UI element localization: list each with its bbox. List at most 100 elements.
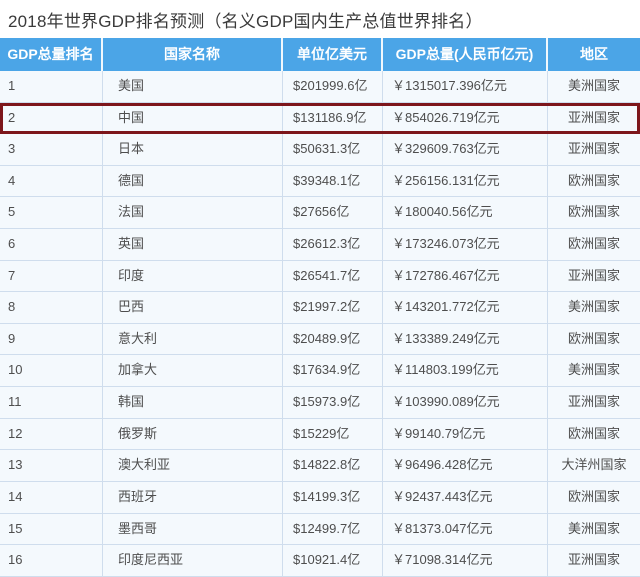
rmb-cell: ￥256156.131亿元 — [383, 165, 548, 197]
country-cell: 意大利 — [103, 323, 283, 355]
country-cell: 澳大利亚 — [103, 450, 283, 481]
table-row: 13 澳大利亚 $14822.8亿 ￥96496.428亿元 大洋州国家 — [0, 450, 640, 482]
usd-cell: $201999.6亿 — [283, 71, 383, 102]
usd-cell: $15229亿 — [283, 418, 383, 450]
rank-cell: 16 — [0, 545, 103, 576]
rmb-cell: ￥99140.79亿元 — [383, 418, 548, 450]
region-cell: 亚洲国家 — [567, 109, 620, 125]
rmb-cell: ￥103990.089亿元 — [383, 387, 548, 418]
rmb-cell: ￥180040.56亿元 — [383, 197, 548, 229]
table-row: 12 俄罗斯 $15229亿 ￥99140.79亿元 欧洲国家 — [0, 418, 640, 451]
usd-cell: $17634.9亿 — [283, 355, 383, 387]
country-cell: 巴西 — [103, 292, 283, 323]
table-row: 14 西班牙 $14199.3亿 ￥92437.443亿元 欧洲国家 — [0, 481, 640, 514]
rank-cell: 5 — [0, 197, 103, 229]
usd-cell: $27656亿 — [283, 197, 383, 229]
country-cell: 加拿大 — [103, 355, 283, 387]
table-row: 5 法国 $27656亿 ￥180040.56亿元 欧洲国家 — [0, 197, 640, 230]
region-cell: 亚洲国家 — [567, 267, 620, 283]
table-row: 8 巴西 $21997.2亿 ￥143201.772亿元 美洲国家 — [0, 292, 640, 324]
usd-cell: $12499.7亿 — [283, 513, 383, 545]
usd-cell: $26612.3亿 — [283, 229, 383, 260]
rank-cell: 10 — [0, 355, 103, 387]
table-header-row: GDP总量排名 国家名称 单位亿美元 GDP总量(人民币亿元) 地区 — [0, 38, 640, 71]
rmb-cell: ￥114803.199亿元 — [383, 355, 548, 387]
region-cell: 美洲国家 — [567, 520, 620, 536]
region-cell: 欧洲国家 — [567, 172, 620, 188]
header-cell-rmb: GDP总量(人民币亿元) — [383, 38, 548, 71]
region-cell: 亚洲国家 — [567, 394, 620, 410]
rank-cell: 1 — [0, 71, 103, 102]
region-cell: 亚洲国家 — [567, 552, 620, 568]
table-row: 2 中国 $131186.9亿 ￥854026.719亿元 亚洲国家 — [0, 102, 640, 135]
country-cell: 墨西哥 — [103, 513, 283, 545]
region-cell: 欧洲国家 — [567, 236, 620, 252]
rank-cell: 2 — [0, 102, 103, 134]
usd-cell: $14822.8亿 — [283, 450, 383, 481]
table-row: 10 加拿大 $17634.9亿 ￥114803.199亿元 美洲国家 — [0, 355, 640, 388]
header-cell-usd: 单位亿美元 — [283, 38, 383, 71]
page-title: 2018年世界GDP排名预测（名义GDP国内生产总值世界排名） — [8, 12, 483, 31]
rank-cell: 6 — [0, 229, 103, 260]
usd-cell: $21997.2亿 — [283, 292, 383, 323]
region-cell: 美洲国家 — [567, 299, 620, 315]
country-cell: 中国 — [103, 102, 283, 134]
rmb-cell: ￥1315017.396亿元 — [383, 71, 548, 102]
region-cell: 欧洲国家 — [567, 425, 620, 441]
rmb-cell: ￥96496.428亿元 — [383, 450, 548, 481]
country-cell: 印度尼西亚 — [103, 545, 283, 576]
header-cell-country: 国家名称 — [103, 38, 283, 71]
table-row: 3 日本 $50631.3亿 ￥329609.763亿元 亚洲国家 — [0, 134, 640, 166]
usd-cell: $39348.1亿 — [283, 165, 383, 197]
table-row: 16 印度尼西亚 $10921.4亿 ￥71098.314亿元 亚洲国家 — [0, 545, 640, 577]
table-row: 7 印度 $26541.7亿 ￥172786.467亿元 亚洲国家 — [0, 260, 640, 293]
header-cell-region: 地区 — [580, 46, 608, 62]
rank-cell: 3 — [0, 134, 103, 165]
header-cell-rank: GDP总量排名 — [0, 38, 103, 71]
rank-cell: 7 — [0, 260, 103, 292]
rmb-cell: ￥133389.249亿元 — [383, 323, 548, 355]
region-cell: 美洲国家 — [567, 78, 620, 93]
table-row: 11 韩国 $15973.9亿 ￥103990.089亿元 亚洲国家 — [0, 387, 640, 419]
rank-cell: 14 — [0, 481, 103, 513]
rank-cell: 11 — [0, 387, 103, 418]
rmb-cell: ￥81373.047亿元 — [383, 513, 548, 545]
gdp-ranking-table: GDP总量排名 国家名称 单位亿美元 GDP总量(人民币亿元) 地区 1 美国 … — [0, 38, 640, 577]
region-cell: 亚洲国家 — [567, 141, 620, 157]
country-cell: 法国 — [103, 197, 283, 229]
usd-cell: $15973.9亿 — [283, 387, 383, 418]
usd-cell: $131186.9亿 — [283, 102, 383, 134]
region-cell: 欧洲国家 — [567, 204, 620, 220]
country-cell: 韩国 — [103, 387, 283, 418]
table-row: 4 德国 $39348.1亿 ￥256156.131亿元 欧洲国家 — [0, 165, 640, 198]
rmb-cell: ￥854026.719亿元 — [383, 102, 548, 134]
country-cell: 俄罗斯 — [103, 418, 283, 450]
rmb-cell: ￥92437.443亿元 — [383, 481, 548, 513]
country-cell: 美国 — [103, 71, 283, 102]
usd-cell: $26541.7亿 — [283, 260, 383, 292]
rmb-cell: ￥143201.772亿元 — [383, 292, 548, 323]
rmb-cell: ￥329609.763亿元 — [383, 134, 548, 165]
region-cell: 大洋州国家 — [561, 457, 627, 473]
rank-cell: 13 — [0, 450, 103, 481]
rmb-cell: ￥173246.073亿元 — [383, 229, 548, 260]
country-cell: 英国 — [103, 229, 283, 260]
rank-cell: 9 — [0, 323, 103, 355]
country-cell: 印度 — [103, 260, 283, 292]
region-cell: 美洲国家 — [567, 362, 620, 378]
usd-cell: $14199.3亿 — [283, 481, 383, 513]
table-row: 9 意大利 $20489.9亿 ￥133389.249亿元 欧洲国家 — [0, 323, 640, 356]
usd-cell: $10921.4亿 — [283, 545, 383, 576]
table-body: 1 美国 $201999.6亿 ￥1315017.396亿元 美洲国家 2 中国… — [0, 71, 640, 577]
usd-cell: $50631.3亿 — [283, 134, 383, 165]
country-cell: 德国 — [103, 165, 283, 197]
region-cell: 欧洲国家 — [567, 330, 620, 346]
rmb-cell: ￥172786.467亿元 — [383, 260, 548, 292]
rank-cell: 12 — [0, 418, 103, 450]
country-cell: 西班牙 — [103, 481, 283, 513]
table-row: 6 英国 $26612.3亿 ￥173246.073亿元 欧洲国家 — [0, 229, 640, 261]
country-cell: 日本 — [103, 134, 283, 165]
usd-cell: $20489.9亿 — [283, 323, 383, 355]
rmb-cell: ￥71098.314亿元 — [383, 545, 548, 576]
